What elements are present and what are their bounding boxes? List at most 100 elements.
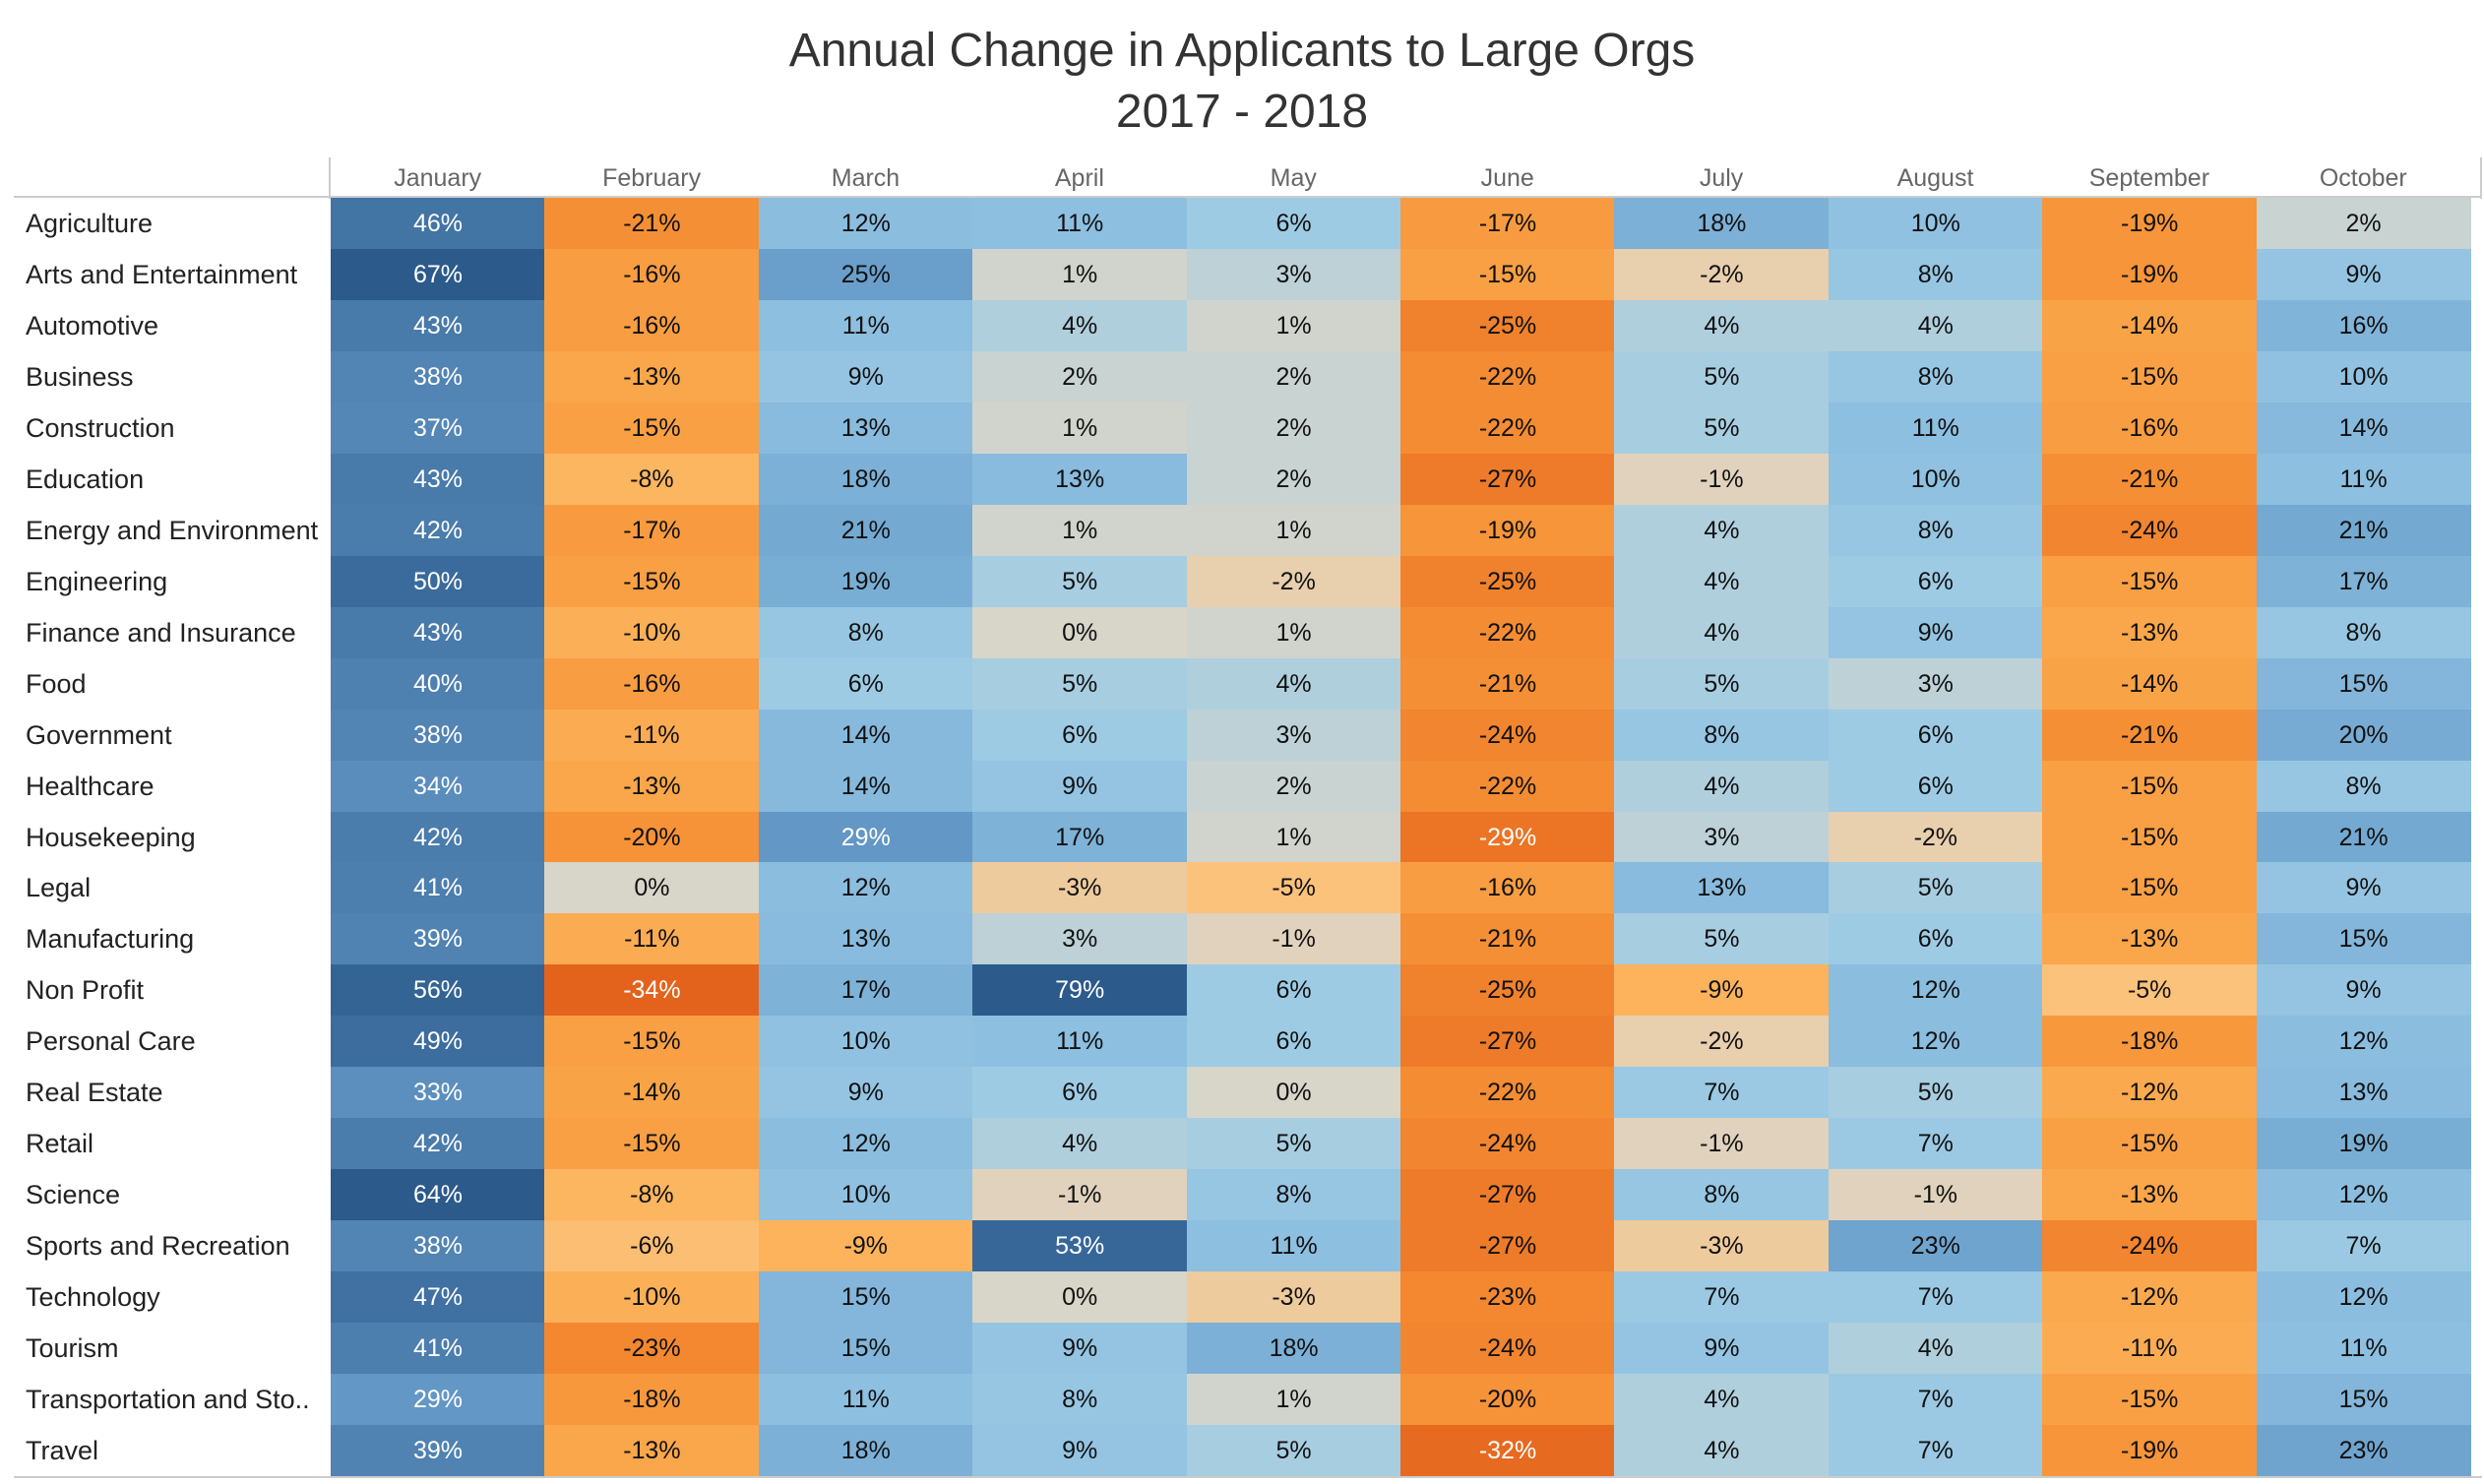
row-header: Agriculture [26, 209, 154, 238]
heatmap-cell: 14% [758, 760, 973, 812]
heatmap-cell: 8% [1186, 1169, 1401, 1221]
heatmap-cell: 11% [758, 1374, 973, 1426]
heatmap-cell: -16% [1400, 862, 1615, 914]
column-header: March [831, 164, 900, 192]
heatmap-cell: -24% [1400, 1118, 1615, 1170]
heatmap-cell: 4% [1614, 1425, 1830, 1477]
heatmap-cell: 9% [2256, 248, 2471, 300]
heatmap-cell: -2% [1186, 555, 1401, 607]
heatmap-cell: -9% [1614, 964, 1830, 1017]
row-header: Government [26, 719, 172, 750]
heatmap-cell: 42% [331, 811, 545, 863]
heatmap-cell: -15% [2042, 862, 2258, 914]
heatmap-cell: -17% [1400, 198, 1615, 249]
heatmap-cell: -22% [1400, 350, 1615, 402]
heatmap-cell: 53% [972, 1220, 1188, 1272]
heatmap-cell: -5% [2042, 964, 2258, 1017]
heatmap-cell: 7% [2256, 1220, 2471, 1272]
heatmap-cell: 4% [972, 299, 1188, 351]
heatmap-cell: -24% [2042, 1220, 2258, 1272]
heatmap-cell: 79% [972, 964, 1188, 1017]
heatmap-cell: 13% [758, 913, 973, 965]
heatmap-cell: 9% [1614, 1323, 1830, 1375]
heatmap-cell: 5% [972, 555, 1188, 607]
heatmap-cell: 46% [331, 198, 545, 249]
heatmap-cell: -18% [544, 1374, 760, 1426]
heatmap-cell: 12% [758, 862, 973, 914]
heatmap-cell: -2% [1828, 811, 2043, 863]
heatmap-cell: -12% [2042, 1067, 2258, 1119]
heatmap-cell: 20% [2256, 709, 2471, 761]
heatmap-cell: 12% [2256, 1169, 2471, 1221]
heatmap-cell: 4% [1614, 1374, 1830, 1426]
heatmap-cell: 43% [331, 299, 545, 351]
heatmap-cell: 15% [2256, 913, 2471, 965]
row-header: Transportation and Sto.. [26, 1385, 310, 1415]
heatmap-cell: -21% [2042, 709, 2258, 761]
heatmap-cell: 8% [1828, 248, 2043, 300]
row-header: Arts and Entertainment [26, 259, 298, 289]
column-header: January [394, 164, 482, 192]
heatmap-cell: -19% [1400, 504, 1615, 556]
heatmap-cell: 8% [1614, 1169, 1830, 1221]
heatmap-cell: 38% [331, 350, 545, 402]
heatmap-cell: 5% [1828, 862, 2043, 914]
heatmap-cell: 15% [2256, 1374, 2471, 1426]
heatmap-cell: -5% [1186, 862, 1401, 914]
heatmap-cell: 4% [1828, 299, 2043, 351]
heatmap-cell: 0% [972, 606, 1188, 658]
row-header: Science [26, 1180, 121, 1210]
heatmap-cell: -8% [544, 1169, 760, 1221]
heatmap-cell: 17% [758, 964, 973, 1017]
heatmap-cell: -16% [544, 248, 760, 300]
row-header: Travel [26, 1436, 99, 1466]
heatmap-cell: 13% [758, 402, 973, 454]
heatmap-cell: 12% [1828, 1016, 2043, 1068]
heatmap-cell: 5% [1828, 1067, 2043, 1119]
heatmap-cell: 18% [758, 453, 973, 505]
heatmap-cell: 4% [1614, 555, 1830, 607]
heatmap-cell: 7% [1614, 1271, 1830, 1324]
heatmap-cell: 11% [2256, 453, 2471, 505]
heatmap-cell: -25% [1400, 555, 1615, 607]
heatmap-cell: 50% [331, 555, 545, 607]
column-header: September [2088, 164, 2210, 192]
heatmap-cell: -13% [544, 1425, 760, 1477]
heatmap-cell: 25% [758, 248, 973, 300]
heatmap-cell: 29% [758, 811, 973, 863]
heatmap-cell: 3% [1828, 657, 2043, 710]
row-header: Personal Care [26, 1026, 196, 1057]
heatmap-cell: 9% [1828, 606, 2043, 658]
heatmap-cell: -10% [544, 1271, 760, 1324]
heatmap-cell: 1% [972, 402, 1188, 454]
heatmap-cell: -15% [2042, 555, 2258, 607]
heatmap-cell: -3% [972, 862, 1188, 914]
heatmap-cell: 17% [972, 811, 1188, 863]
heatmap-cell: 12% [758, 198, 973, 249]
heatmap-cell: -9% [758, 1220, 973, 1272]
heatmap-cell: 5% [1614, 350, 1830, 402]
column-header: June [1480, 164, 1534, 192]
heatmap-cell: 10% [758, 1169, 973, 1221]
heatmap-cell: 14% [758, 709, 973, 761]
heatmap-cell: 9% [758, 350, 973, 402]
heatmap-cell: 11% [972, 198, 1188, 249]
row-header: Automotive [26, 310, 159, 340]
heatmap-cell: 4% [1614, 760, 1830, 812]
heatmap-cell: -22% [1400, 606, 1615, 658]
heatmap-cell: -15% [544, 1016, 760, 1068]
heatmap-cell: 7% [1614, 1067, 1830, 1119]
column-header: August [1896, 164, 1974, 192]
heatmap-cell: 6% [1186, 198, 1401, 249]
heatmap-cell: -22% [1400, 760, 1615, 812]
heatmap-cell: 8% [1828, 350, 2043, 402]
heatmap-cell: 11% [758, 299, 973, 351]
heatmap-cell: -3% [1186, 1271, 1401, 1324]
heatmap-cell: 18% [1186, 1323, 1401, 1375]
heatmap-cell: -1% [972, 1169, 1188, 1221]
heatmap-cell: 3% [972, 913, 1188, 965]
row-header: Manufacturing [26, 924, 195, 955]
heatmap-cell: -24% [1400, 1323, 1615, 1375]
row-header: Technology [26, 1282, 160, 1313]
heatmap-cell: 33% [331, 1067, 545, 1119]
